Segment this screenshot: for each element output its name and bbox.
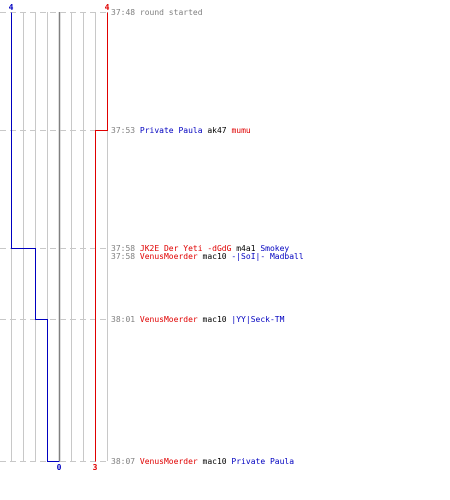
event-log-entry: 38:01 VenusMoerder mac10 |YY|Seck-TM: [111, 315, 285, 324]
events-layer: 37:48 round started 37:53 Private Paula a…: [111, 8, 304, 466]
event-text-part: VenusMoerder: [140, 457, 198, 466]
event-log-entry: 38:07 VenusMoerder mac10 Private Paula: [111, 457, 294, 466]
blue-start-count-label: 4: [9, 3, 14, 12]
event-log-entry: 37:53 Private Paula ak47 mumu: [111, 126, 251, 135]
event-log-entry: 37:48 round started: [111, 8, 203, 17]
labels-layer: 4 0 4 3: [9, 3, 110, 472]
event-text-part: mac10: [198, 252, 232, 261]
event-timestamp: 38:07: [111, 457, 140, 466]
event-text-part: mac10: [198, 457, 232, 466]
red-team-step-line: [95, 12, 108, 462]
event-text-part: JK2E Der Yeti -dGdG: [140, 244, 232, 253]
blue-end-count-label: 0: [57, 463, 62, 472]
event-text-part: -|SoI|- Madball: [231, 252, 303, 261]
event-text-part: VenusMoerder: [140, 252, 198, 261]
event-timestamp: 37:58: [111, 252, 140, 261]
event-timestamp: 37:48: [111, 8, 140, 17]
blue-team-step-line: [11, 12, 60, 462]
event-text-part: VenusMoerder: [140, 315, 198, 324]
red-start-count-label: 4: [105, 3, 110, 12]
event-text-part: round started: [140, 8, 203, 17]
event-text-part: mumu: [231, 126, 250, 135]
grid-layer: [0, 12, 109, 462]
event-text-part: Smokey: [260, 244, 289, 253]
event-text-part: m4a1: [231, 244, 260, 253]
event-log-entry: 37:58 VenusMoerder mac10 -|SoI|- Madball: [111, 252, 304, 261]
event-timestamp: 38:01: [111, 315, 140, 324]
event-log-entry: 37:58 JK2E Der Yeti -dGdG m4a1 Smokey: [111, 244, 289, 253]
event-timestamp: 37:58: [111, 244, 140, 253]
event-timestamp: 37:53: [111, 126, 140, 135]
event-text-part: mac10: [198, 315, 232, 324]
event-text-part: Private Paula: [140, 126, 203, 135]
event-text-part: |YY|Seck-TM: [231, 315, 284, 324]
red-end-count-label: 3: [93, 463, 98, 472]
event-text-part: ak47: [203, 126, 232, 135]
event-text-part: Private Paula: [231, 457, 294, 466]
series-layer: [11, 12, 108, 462]
